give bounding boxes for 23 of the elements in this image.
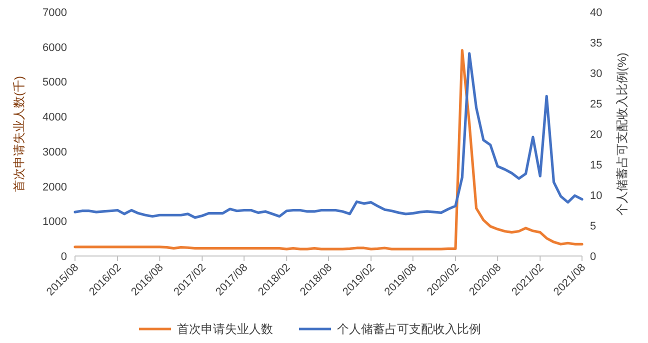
- y-tick-label: 3000: [42, 146, 67, 158]
- legend-label: 个人储蓄占可支配收入比例: [337, 322, 481, 336]
- line-series: [74, 49, 584, 250]
- y-tick-label: 0: [60, 251, 67, 263]
- line-series: [74, 52, 584, 219]
- y2-axis-title: 个人储蓄占可支配收入比例(%): [615, 52, 629, 216]
- y2-tick-label: 30: [590, 68, 602, 80]
- y-axis-title: 首次申请失业人数(千): [12, 76, 26, 192]
- y2-tick-label: 25: [590, 98, 602, 110]
- y2-tick-label: 0: [590, 251, 596, 263]
- legend-label: 首次申请失业人数: [177, 322, 273, 336]
- y2-tick-label: 10: [590, 190, 602, 202]
- y-tick-label: 4000: [42, 112, 67, 124]
- y-tick-label: 5000: [42, 76, 67, 89]
- y2-tick-label: 40: [590, 7, 602, 19]
- y-tick-label: 6000: [42, 42, 67, 54]
- y2-tick-label: 5: [590, 220, 596, 232]
- y-tick-label: 1000: [42, 216, 67, 228]
- y2-tick-label: 20: [590, 129, 602, 141]
- y-tick-label: 2000: [42, 181, 67, 194]
- y2-tick-label: 35: [590, 38, 602, 50]
- y-tick-label: 7000: [42, 7, 67, 19]
- y2-tick-label: 15: [590, 160, 602, 172]
